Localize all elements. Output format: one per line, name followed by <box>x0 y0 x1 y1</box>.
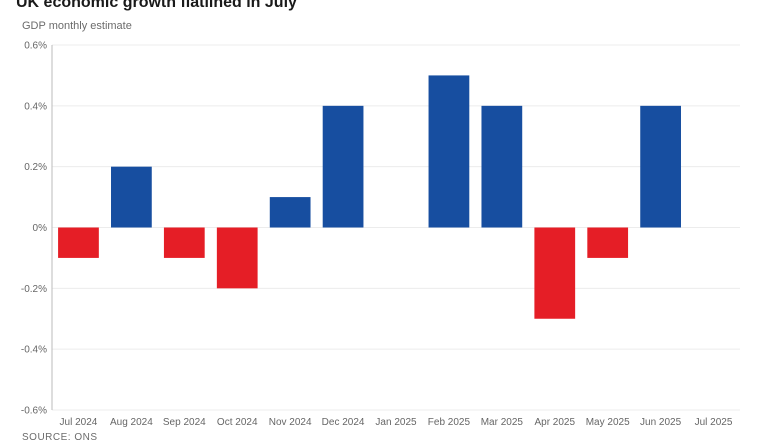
chart-title: UK economic growth flatlined in July <box>16 0 297 11</box>
bar-apr-2025 <box>534 227 576 319</box>
x-tick-label: Jan 2025 <box>375 417 417 428</box>
bar-sep-2024 <box>163 227 205 258</box>
x-tick-label: Aug 2024 <box>110 417 153 428</box>
bar-dec-2024 <box>322 105 364 228</box>
y-tick-label: -0.6% <box>21 406 47 417</box>
bars-layer <box>58 75 681 319</box>
bar-aug-2024 <box>111 166 152 228</box>
chart-subtitle: GDP monthly estimate <box>22 20 132 32</box>
x-tick-label: Jul 2024 <box>60 417 98 428</box>
y-tick-label: 0.2% <box>24 162 47 173</box>
x-tick-label: Apr 2025 <box>534 417 575 428</box>
x-tick-label: Oct 2024 <box>217 417 258 428</box>
x-tick-label: Jun 2025 <box>640 417 682 428</box>
bar-feb-2025 <box>428 75 470 228</box>
x-tick-label: Mar 2025 <box>481 417 524 428</box>
bar-may-2025 <box>587 227 629 258</box>
labels-layer: 0.6% 0.4% 0.2% 0% -0.2% -0.4% -0.6% Jul 2024 Aug… <box>21 41 733 429</box>
bar-mar-2025 <box>481 105 523 228</box>
source-note: SOURCE: ONS <box>22 432 98 443</box>
x-tick-label: Sep 2024 <box>163 417 206 428</box>
x-tick-label: Jul 2025 <box>695 417 733 428</box>
y-tick-label: 0% <box>33 223 48 234</box>
bar-oct-2024 <box>216 227 258 289</box>
grid-layer <box>51 44 740 411</box>
y-tick-label: -0.4% <box>21 345 47 356</box>
x-tick-label: Dec 2024 <box>322 417 365 428</box>
y-tick-label: 0.4% <box>24 101 47 112</box>
y-tick-label: -0.2% <box>21 284 47 295</box>
x-tick-label: May 2025 <box>586 417 630 428</box>
x-tick-label: Feb 2025 <box>428 417 471 428</box>
x-tick-label: Nov 2024 <box>269 417 312 428</box>
bar-jun-2025 <box>640 105 681 228</box>
bar-nov-2024 <box>269 197 311 228</box>
y-tick-label: 0.6% <box>24 41 47 52</box>
bar-jul-2024 <box>58 227 99 258</box>
